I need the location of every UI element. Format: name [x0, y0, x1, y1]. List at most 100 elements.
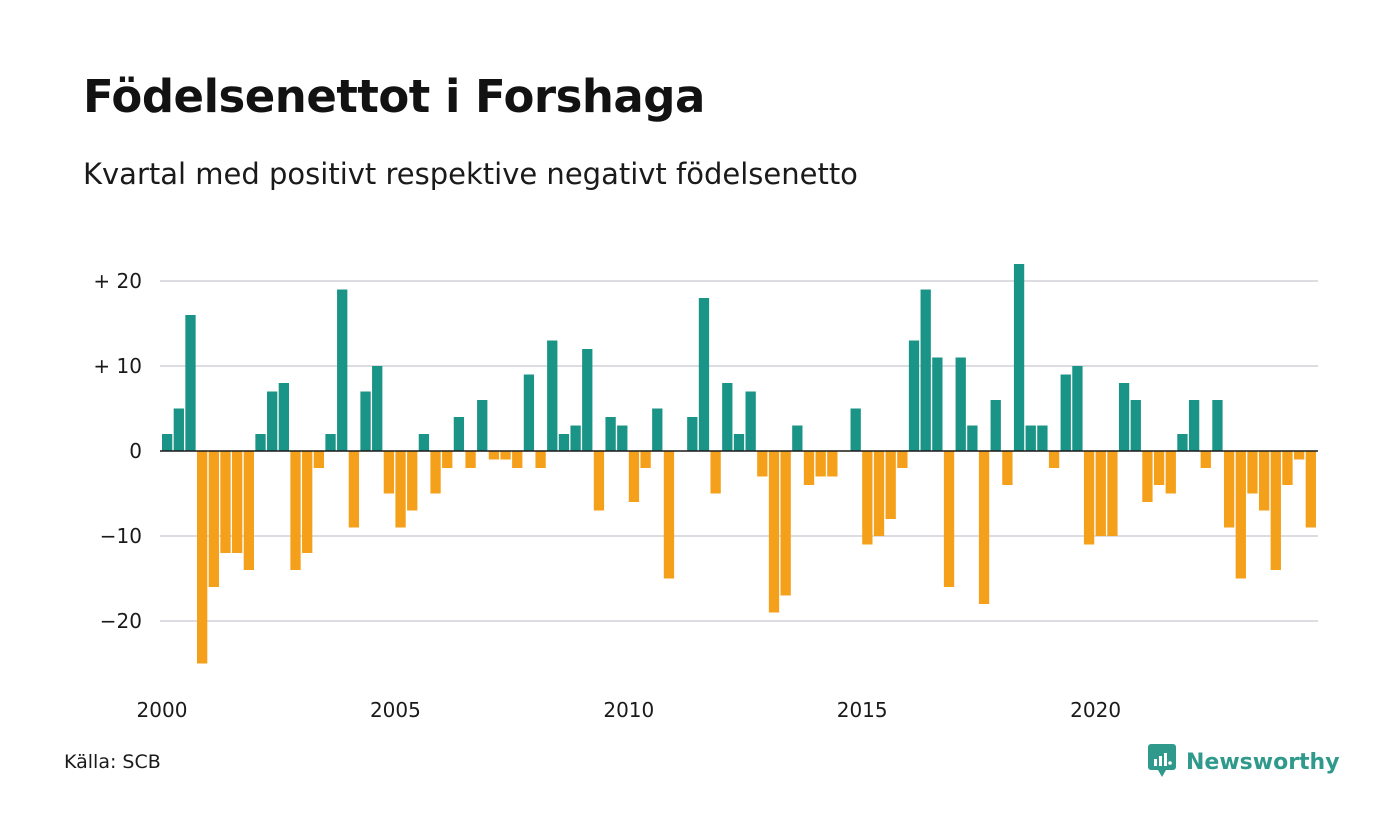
bar [255, 434, 266, 451]
bar [535, 451, 546, 468]
bar [908, 340, 920, 451]
bar [313, 451, 325, 468]
bar [780, 451, 791, 596]
bar [337, 289, 348, 451]
newsworthy-logo-icon [1148, 744, 1176, 777]
bar [1282, 451, 1293, 485]
bar [943, 451, 955, 587]
bar [640, 451, 651, 468]
bar [757, 451, 768, 477]
bar [325, 434, 336, 451]
bar [1188, 400, 1200, 451]
bar [570, 425, 581, 451]
bar [1107, 451, 1118, 536]
bar [663, 451, 675, 579]
bar [290, 451, 301, 570]
x-tick-label: 2005 [370, 698, 421, 722]
x-tick-label: 2020 [1070, 698, 1121, 722]
bar [920, 289, 931, 451]
bar [1247, 451, 1258, 494]
bar [803, 451, 815, 485]
bar [1165, 451, 1176, 494]
bar [955, 357, 966, 451]
bar [873, 451, 885, 536]
bar [453, 417, 465, 451]
bar [1258, 451, 1270, 511]
x-tick-label: 2015 [837, 698, 888, 722]
bar [477, 400, 488, 451]
source-note: Källa: SCB [64, 751, 161, 773]
bar [1293, 451, 1305, 460]
y-tick-label: −10 [100, 524, 142, 548]
bar [418, 434, 430, 451]
bar [348, 451, 360, 528]
bar [990, 400, 1001, 451]
bar [850, 408, 861, 451]
bar [1177, 434, 1188, 451]
bar [372, 366, 383, 451]
bar [698, 298, 710, 451]
bar-chart: + 20 + 10 0 −10 −20 2000 2005 2010 2015 2020 [93, 264, 1318, 722]
bar [383, 451, 395, 494]
bar [815, 451, 826, 477]
y-tick-label: + 10 [93, 354, 142, 378]
bar [395, 451, 406, 528]
bar [617, 425, 628, 451]
bar [605, 417, 616, 451]
bar [220, 451, 231, 553]
bar [278, 383, 289, 451]
bar [162, 434, 173, 451]
bar [267, 391, 278, 451]
bar [978, 451, 990, 604]
chart-title: Födelsenettot i Forshaga [83, 70, 705, 123]
newsworthy-logo: Newsworthy [1148, 744, 1340, 780]
brand-name: Newsworthy [1186, 749, 1340, 775]
y-tick-label: 0 [129, 439, 142, 463]
y-axis-ticks: + 20 + 10 0 −10 −20 [93, 269, 142, 633]
chart-subtitle: Kvartal med positivt respektive negativt… [83, 157, 858, 191]
bar [1223, 451, 1235, 528]
bar [488, 451, 500, 460]
grid-lines [160, 280, 1318, 622]
bar [967, 425, 978, 451]
bar [792, 425, 803, 451]
bar [1095, 451, 1106, 536]
bar [1002, 451, 1013, 485]
bar [1212, 400, 1223, 451]
bar [897, 451, 908, 468]
bar [465, 451, 476, 468]
bar [302, 451, 313, 553]
bar [768, 451, 780, 613]
bar [1153, 451, 1165, 485]
bar [197, 451, 208, 664]
bar [733, 434, 745, 451]
bar [512, 451, 523, 468]
bar [1142, 451, 1153, 502]
bar [500, 451, 511, 460]
bar [547, 340, 558, 451]
bar [1235, 451, 1246, 579]
bar [722, 383, 733, 451]
bar [745, 391, 756, 451]
bar [932, 357, 943, 451]
bar [687, 417, 698, 451]
bar [862, 451, 873, 545]
bar [1060, 374, 1071, 451]
bar [652, 408, 663, 451]
bar [1072, 366, 1083, 451]
bar [1118, 383, 1130, 451]
bar [407, 451, 418, 511]
bar [185, 315, 196, 451]
bar [1013, 264, 1025, 451]
bar [1200, 451, 1211, 468]
bar [243, 451, 254, 570]
bars [162, 264, 1316, 664]
bar [1037, 425, 1048, 451]
bar [1083, 451, 1095, 545]
bar [1130, 400, 1141, 451]
bar [232, 451, 243, 553]
bar [710, 451, 721, 494]
bar [827, 451, 838, 477]
bar [885, 451, 896, 519]
bar [1025, 425, 1036, 451]
